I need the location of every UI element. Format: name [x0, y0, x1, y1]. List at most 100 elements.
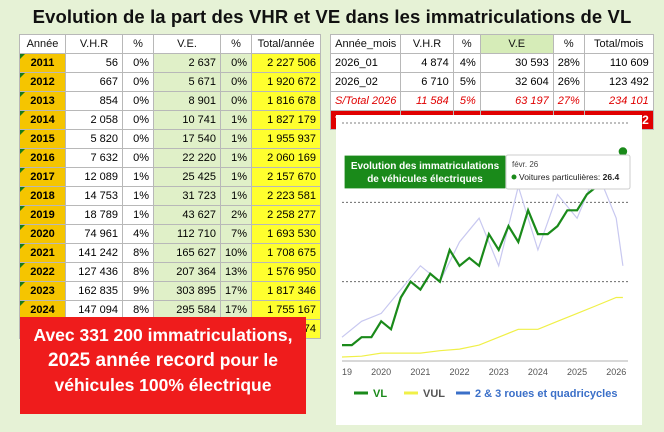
cell-vhr: 127 436 — [65, 262, 123, 282]
cell-vhr-pct: 4% — [452, 53, 481, 73]
header-annee: Année — [19, 34, 66, 54]
header-total-mois: Total/mois — [583, 34, 654, 54]
cell-total: 2 227 506 — [251, 53, 322, 73]
record-banner: Avec 331 200 immatriculations, 2025 anné… — [20, 317, 306, 414]
banner-line-2: 2025 année record pour le — [20, 348, 306, 373]
cell-year: 2019 — [19, 205, 66, 225]
banner-line-3: véhicules 100% électrique — [54, 375, 272, 395]
x-tick-label: 2023 — [489, 367, 509, 377]
cell-ve-pct: 0% — [219, 72, 253, 92]
cell-ve-pct: 10% — [219, 243, 253, 263]
x-tick-label: 2020 — [371, 367, 391, 377]
cell-ve-pct: 1% — [219, 167, 253, 187]
annual-header-row: Année V.H.R % V.E. % Total/année — [19, 34, 322, 54]
cell-vhr: 2 058 — [65, 110, 123, 130]
cell-ve: 2 637 — [153, 53, 221, 73]
header-vhr-pct: % — [122, 34, 154, 54]
cell-year: 2023 — [19, 281, 66, 301]
cell-vhr-pct: 0% — [122, 91, 154, 111]
cell-total: 1 816 678 — [251, 91, 322, 111]
cell-vhr: 18 789 — [65, 205, 123, 225]
cell-year: 2014 — [19, 110, 66, 130]
chart-title-box — [343, 154, 507, 190]
x-tick-label: 2026 — [606, 367, 626, 377]
cell-ve-pct: 1% — [219, 148, 253, 168]
page-title: Evolution de la part des VHR et VE dans … — [32, 6, 632, 27]
cell-total: 110 609 — [583, 53, 654, 73]
cell-year: 2020 — [19, 224, 66, 244]
cell-ve: 5 671 — [153, 72, 221, 92]
cell-vhr-pct: 9% — [122, 281, 154, 301]
cell-ve: 10 741 — [153, 110, 221, 130]
tooltip-value: 26.4 — [603, 172, 620, 182]
annual-row-2017: 2017 12 089 1% 25 425 1% 2 157 670 — [19, 167, 322, 187]
cell-year: 2016 — [19, 148, 66, 168]
header-vhr: V.H.R — [400, 34, 454, 54]
subtotal-vhr: 11 584 — [400, 91, 454, 111]
annual-row-2018: 2018 14 753 1% 31 723 1% 2 223 581 — [19, 186, 322, 206]
cell-ve: 17 540 — [153, 129, 221, 149]
subtotal-ve-pct: 27% — [552, 91, 585, 111]
cell-year: 2015 — [19, 129, 66, 149]
cell-ve-pct: 0% — [219, 91, 253, 111]
annual-row-2016: 2016 7 632 0% 22 220 1% 2 060 169 — [19, 148, 322, 168]
banner-emphasis: 2025 année record — [47, 350, 215, 371]
header-vhr: V.H.R — [65, 34, 123, 54]
header-vhr-pct: % — [452, 34, 481, 54]
cell-vhr: 12 089 — [65, 167, 123, 187]
cell-total: 1 755 167 — [251, 300, 322, 320]
monthly-row: 2026_01 4 874 4% 30 593 28% 110 609 — [329, 53, 654, 73]
cell-total: 1 708 675 — [251, 243, 322, 263]
x-tick-label: 2022 — [450, 367, 470, 377]
cell-vhr-pct: 1% — [122, 205, 154, 225]
annual-row-2012: 2012 667 0% 5 671 0% 1 920 672 — [19, 72, 322, 92]
cell-ve: 303 895 — [153, 281, 221, 301]
cell-ve-pct: 13% — [219, 262, 253, 282]
cell-total: 2 157 670 — [251, 167, 322, 187]
cell-total: 1 576 950 — [251, 262, 322, 282]
cell-total: 2 223 581 — [251, 186, 322, 206]
cell-label: 2026_01 — [329, 53, 402, 73]
cell-ve-pct: 7% — [219, 224, 253, 244]
cell-vhr-pct: 1% — [122, 167, 154, 187]
annual-row-2011: 2011 56 0% 2 637 0% 2 227 506 — [19, 53, 322, 73]
header-ve: V.E. — [153, 34, 221, 54]
cell-ve-pct: 0% — [219, 53, 253, 73]
subtotal-row: S/Total 2026 11 584 5% 63 197 27% 234 10… — [329, 91, 654, 111]
cell-vhr: 667 — [65, 72, 123, 92]
cell-vhr: 56 — [65, 53, 123, 73]
cell-ve-pct: 17% — [219, 300, 253, 320]
series-line-vl — [342, 151, 624, 347]
cell-total: 1 920 672 — [251, 72, 322, 92]
cell-ve: 165 627 — [153, 243, 221, 263]
x-tick-label: 19 — [342, 367, 352, 377]
cell-vhr-pct: 0% — [122, 110, 154, 130]
cell-ve-pct: 17% — [219, 281, 253, 301]
cell-vhr-pct: 0% — [122, 148, 154, 168]
subtotal-ve: 63 197 — [479, 91, 554, 111]
annual-row-2015: 2015 5 820 0% 17 540 1% 1 955 937 — [19, 129, 322, 149]
cell-total: 1 817 346 — [251, 281, 322, 301]
cell-vhr-pct: 4% — [122, 224, 154, 244]
cell-ve: 30 593 — [479, 53, 554, 73]
x-tick-label: 2021 — [410, 367, 430, 377]
banner-line-2-rest: pour le — [214, 350, 279, 370]
cell-ve-pct: 1% — [219, 129, 253, 149]
cell-vhr: 74 961 — [65, 224, 123, 244]
cell-vhr: 141 242 — [65, 243, 123, 263]
cell-ve: 112 710 — [153, 224, 221, 244]
cell-ve: 43 627 — [153, 205, 221, 225]
cell-vhr-pct: 1% — [122, 186, 154, 206]
cell-total: 1 693 530 — [251, 224, 322, 244]
subtotal-vhr-pct: 5% — [452, 91, 481, 111]
subtotal-total: 234 101 — [583, 91, 654, 111]
cell-year: 2013 — [19, 91, 66, 111]
annual-row-2019: 2019 18 789 1% 43 627 2% 2 258 277 — [19, 205, 322, 225]
annual-row-2013: 2013 854 0% 8 901 0% 1 816 678 — [19, 91, 322, 111]
legend-label: VL — [373, 388, 387, 400]
cell-year: 2011 — [19, 53, 66, 73]
cell-ve-pct: 26% — [552, 72, 585, 92]
header-ve: V.E — [479, 34, 554, 54]
cell-ve-pct: 28% — [552, 53, 585, 73]
cell-vhr-pct: 8% — [122, 243, 154, 263]
